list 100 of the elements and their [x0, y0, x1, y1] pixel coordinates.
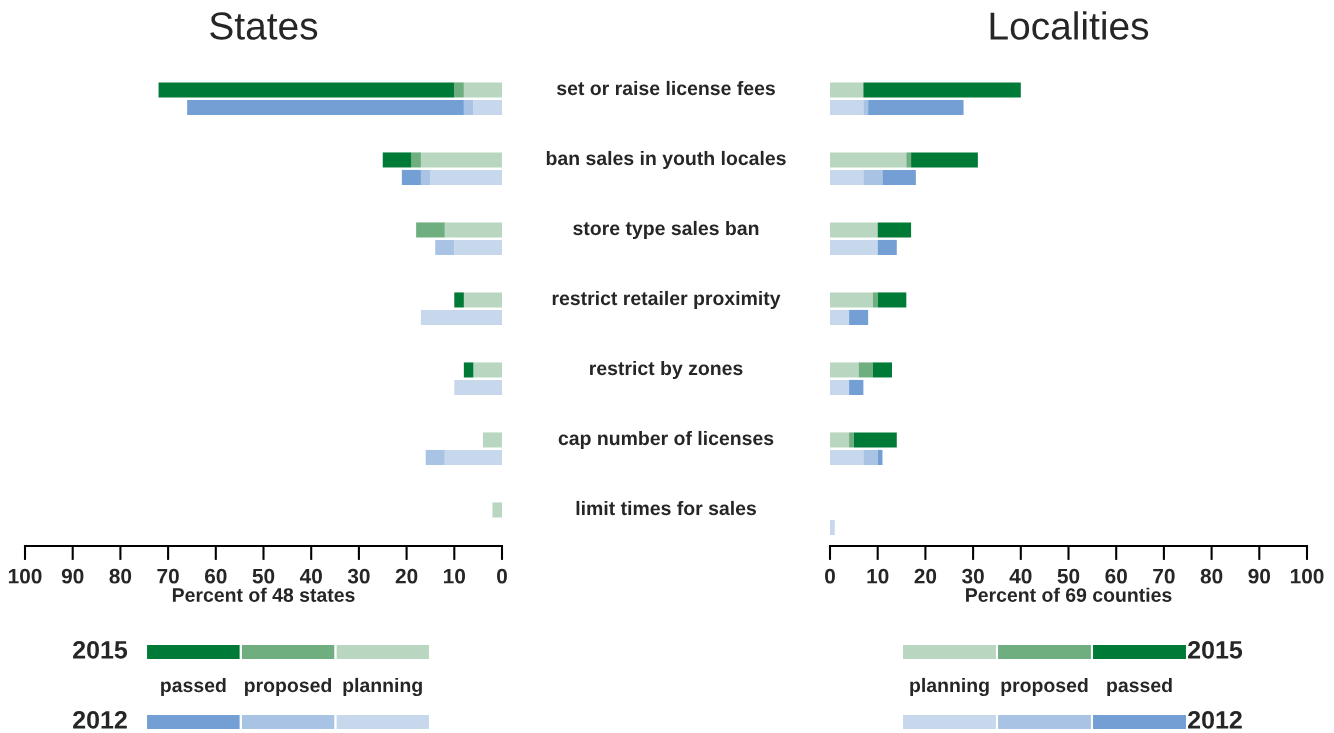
- bar: [830, 152, 907, 168]
- bar: [401, 169, 421, 185]
- bar: [830, 309, 850, 325]
- bar: [444, 222, 502, 238]
- bar: [454, 82, 464, 98]
- bar: [849, 432, 854, 448]
- bar: [868, 99, 964, 115]
- legend-label: passed: [161, 677, 226, 697]
- legend-label: passed: [1107, 677, 1172, 697]
- y-tick-label: cap number of licenses: [558, 430, 774, 450]
- bar: [872, 292, 878, 308]
- bar: [830, 169, 864, 185]
- x-tick-label: 80: [1200, 568, 1223, 584]
- x-tick-label: 100: [1290, 568, 1324, 584]
- x-tick-label: 10: [867, 568, 889, 584]
- bar: [853, 432, 897, 448]
- bar: [158, 82, 455, 98]
- bar: [420, 169, 431, 185]
- bar: [858, 362, 873, 378]
- bar: [416, 222, 445, 238]
- x-tick-label: 20: [395, 568, 418, 584]
- bar: [830, 519, 835, 535]
- y-tick-label: limit times for sales: [576, 500, 756, 516]
- x-tick-label: 90: [1248, 568, 1271, 584]
- bar: [411, 152, 421, 168]
- x-tick-label: 40: [299, 568, 322, 584]
- chart-title: States: [210, 12, 318, 40]
- bar: [830, 222, 878, 238]
- bar: [863, 82, 1021, 98]
- bar: [877, 239, 897, 255]
- bar: [492, 502, 502, 518]
- y-tick-label: restrict retailer proximity: [552, 290, 781, 310]
- bar: [830, 449, 864, 465]
- bar: [430, 169, 502, 185]
- x-tick-label: 70: [157, 568, 179, 584]
- x-tick-label: 20: [914, 568, 937, 584]
- bar: [830, 99, 864, 115]
- x-tick-label: 40: [1009, 568, 1032, 584]
- bar: [863, 449, 878, 465]
- bar: [435, 239, 455, 255]
- x-tick-label: 0: [497, 568, 507, 584]
- bar: [454, 239, 502, 255]
- bar: [482, 432, 502, 448]
- x-tick-label: 80: [109, 568, 132, 584]
- bar: [463, 292, 502, 308]
- x-tick-label: 60: [1105, 568, 1127, 584]
- bar: [882, 169, 916, 185]
- text: 2015: [73, 641, 128, 659]
- bar: [463, 82, 502, 98]
- bar: [863, 99, 869, 115]
- bar: [382, 152, 412, 168]
- bar: [463, 99, 474, 115]
- y-tick-label: ban sales in youth locales: [546, 150, 786, 170]
- bar: [830, 82, 864, 98]
- bar: [830, 292, 873, 308]
- text: 2012: [1188, 711, 1242, 729]
- bar: [863, 169, 883, 185]
- bar: [454, 292, 464, 308]
- x-axis-title: Percent of 48 states: [172, 587, 355, 602]
- x-tick-label: 10: [444, 568, 466, 584]
- legend-label: proposed: [244, 677, 332, 697]
- x-tick-label: 50: [1057, 568, 1080, 584]
- bar: [454, 379, 502, 395]
- bar: [911, 152, 978, 168]
- bar: [420, 309, 502, 325]
- bar: [906, 152, 912, 168]
- bar: [877, 222, 912, 238]
- x-tick-label: 50: [252, 568, 275, 584]
- x-tick-label: 70: [1153, 568, 1175, 584]
- bar: [830, 239, 878, 255]
- bar: [463, 362, 474, 378]
- x-axis-title: Percent of 69 counties: [966, 587, 1172, 602]
- text: 2015: [1188, 641, 1243, 659]
- bar: [473, 99, 502, 115]
- bar: [420, 152, 502, 168]
- x-tick-label: 100: [8, 568, 42, 584]
- x-tick-label: 60: [204, 568, 227, 584]
- bar: [872, 362, 893, 378]
- text: 2012: [73, 711, 127, 729]
- legend-label: proposed: [1001, 677, 1088, 697]
- x-tick-label: 90: [61, 568, 84, 584]
- bar: [830, 432, 850, 448]
- legend-label: planning: [343, 677, 422, 697]
- bar: [830, 362, 859, 378]
- bar: [877, 292, 907, 308]
- y-tick-label: set or raise license fees: [556, 80, 775, 96]
- x-tick-label: 30: [347, 568, 370, 584]
- y-tick-label: store type sales ban: [573, 220, 759, 240]
- bar: [425, 449, 445, 465]
- y-tick-label: restrict by zones: [590, 360, 743, 380]
- x-tick-label: 30: [961, 568, 984, 584]
- bar: [849, 309, 869, 325]
- bar: [444, 449, 502, 465]
- bar: [187, 99, 464, 115]
- bar: [473, 362, 502, 378]
- legend-label: planning: [910, 677, 989, 697]
- chart-title: Localities: [990, 11, 1149, 40]
- x-tick-label: 0: [825, 568, 835, 584]
- bar: [849, 379, 864, 395]
- bar: [830, 379, 850, 395]
